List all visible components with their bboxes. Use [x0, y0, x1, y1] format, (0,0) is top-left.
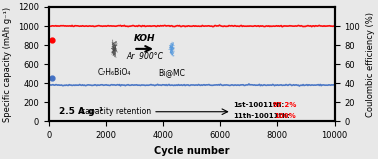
Text: capacity retention: capacity retention [82, 107, 152, 116]
Text: Bi@MC: Bi@MC [158, 68, 185, 77]
Text: KOH: KOH [134, 34, 155, 43]
Y-axis label: Coulombic efficiency (%): Coulombic efficiency (%) [366, 12, 375, 117]
Text: 11th-10011th:: 11th-10011th: [233, 113, 290, 119]
Y-axis label: Specific capacity (mAh g⁻¹): Specific capacity (mAh g⁻¹) [3, 7, 12, 122]
Text: C₇H₆BiO₄: C₇H₆BiO₄ [98, 68, 131, 77]
Text: 100%: 100% [274, 113, 296, 119]
Text: Ar  900°C: Ar 900°C [126, 52, 163, 61]
Text: 97.2%: 97.2% [273, 102, 297, 108]
X-axis label: Cycle number: Cycle number [154, 145, 229, 156]
Text: 2.5 A g⁻¹: 2.5 A g⁻¹ [59, 107, 103, 116]
Text: 1st-10011th:: 1st-10011th: [233, 102, 284, 108]
